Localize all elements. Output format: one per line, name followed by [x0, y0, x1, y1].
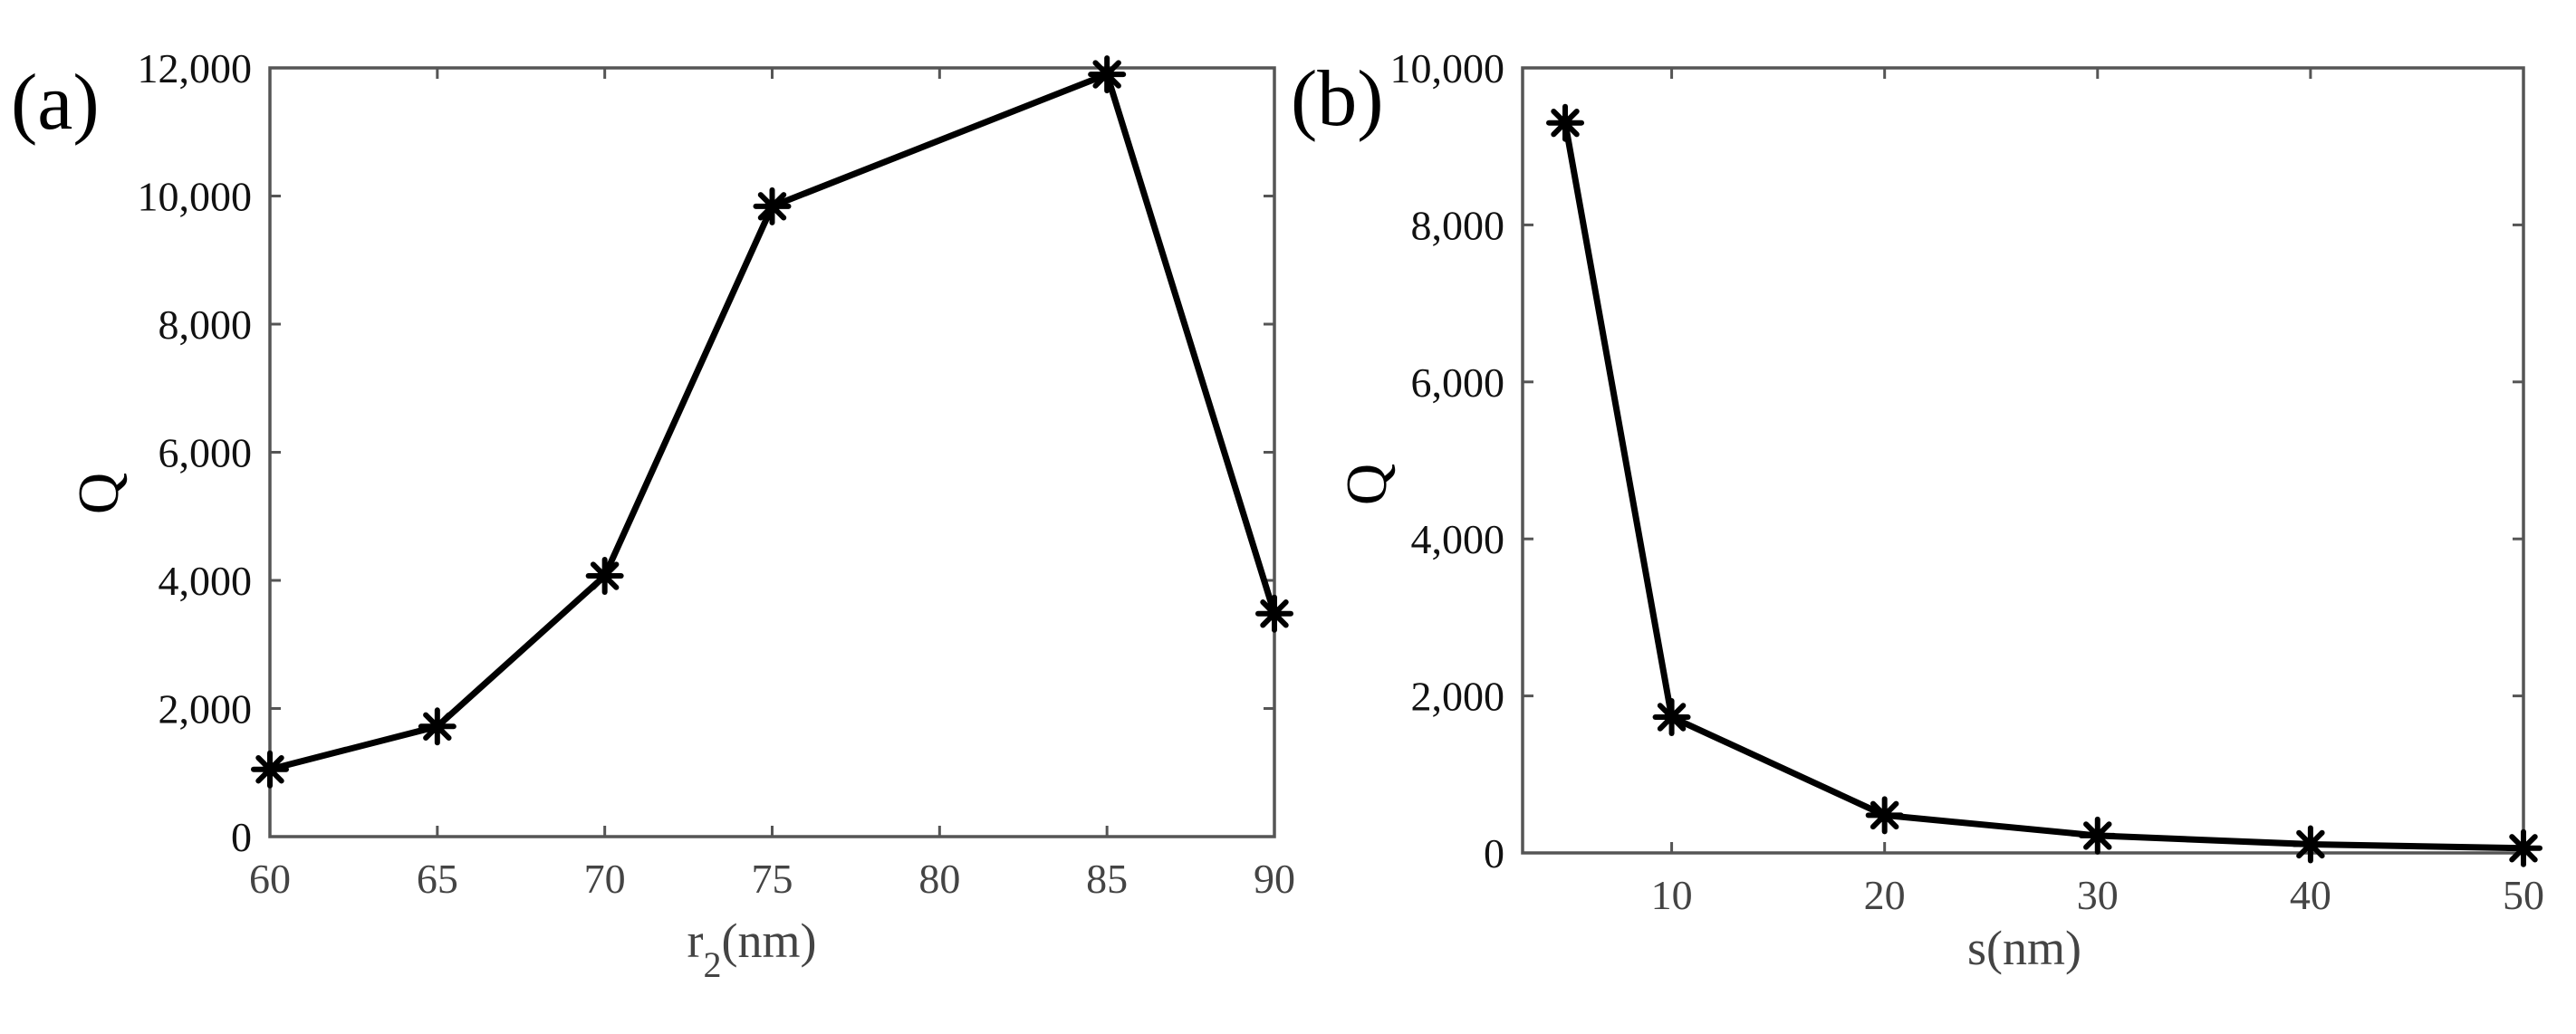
x-tick-label: 85: [1086, 856, 1128, 902]
y-tick-label: 0: [231, 814, 252, 860]
asterisk-marker-icon: [585, 557, 624, 596]
x-tick-label: 90: [1254, 856, 1295, 902]
y-tick-label: 10,000: [1390, 45, 1505, 91]
x-tick-label: 60: [249, 856, 291, 902]
y-tick-label: 10,000: [138, 174, 253, 220]
y-tick-label: 2,000: [159, 686, 253, 732]
asterisk-marker-icon: [1255, 594, 1293, 633]
x-tick-label: 30: [2077, 872, 2119, 918]
y-tick-label: 12,000: [138, 45, 253, 91]
y-tick-label: 8,000: [1411, 202, 1505, 248]
asterisk-marker-icon: [251, 750, 289, 789]
asterisk-marker-icon: [1546, 103, 1585, 142]
x-tick-label: 10: [1651, 872, 1693, 918]
panel-label-a: (a): [11, 59, 100, 147]
y-tick-label: 4,000: [1411, 516, 1505, 562]
y-tick-label: 0: [1484, 830, 1504, 876]
y-axis-label: Q: [66, 473, 130, 514]
y-tick-label: 2,000: [1411, 674, 1505, 720]
asterisk-marker-icon: [1088, 55, 1127, 94]
panel-label-b: (b): [1291, 55, 1384, 143]
y-tick-label: 6,000: [159, 430, 253, 476]
x-tick-label: 70: [584, 856, 626, 902]
x-tick-label: 80: [918, 856, 960, 902]
y-tick-label: 8,000: [159, 302, 253, 348]
y-tick-label: 6,000: [1411, 359, 1505, 406]
asterisk-marker-icon: [2078, 816, 2117, 855]
asterisk-marker-icon: [753, 187, 792, 225]
x-tick-label: 40: [2290, 872, 2331, 918]
x-axis-label: s(nm): [1967, 921, 2081, 975]
x-tick-label: 20: [1864, 872, 1906, 918]
y-axis-label: Q: [1334, 464, 1399, 505]
asterisk-marker-icon: [1652, 698, 1691, 737]
asterisk-marker-icon: [2291, 825, 2330, 864]
x-tick-label: 65: [417, 856, 458, 902]
y-tick-label: 4,000: [159, 558, 253, 604]
data-line: [269, 71, 1278, 773]
asterisk-marker-icon: [1865, 796, 1904, 835]
x-axis-label: r2(nm): [687, 914, 817, 985]
asterisk-marker-icon: [418, 707, 457, 746]
axes-frame: [1521, 66, 2525, 855]
asterisk-marker-icon: [2504, 828, 2542, 867]
x-tick-label: 75: [752, 856, 793, 902]
x-tick-label: 50: [2503, 872, 2544, 918]
data-line: [1562, 122, 2524, 852]
